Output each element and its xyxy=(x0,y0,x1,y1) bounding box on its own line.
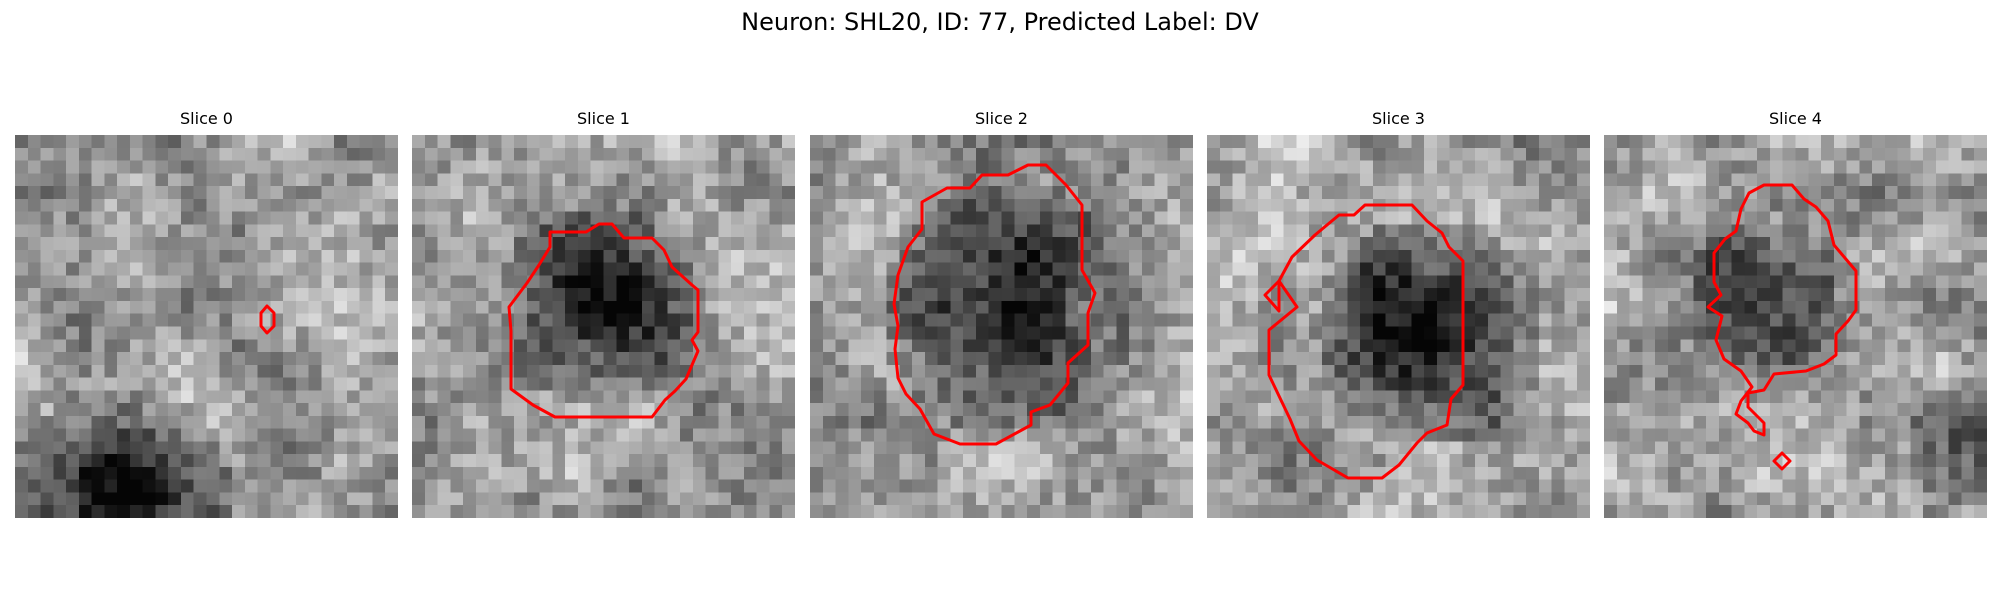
slice-title: Slice 2 xyxy=(975,109,1028,128)
grayscale-slice xyxy=(1604,135,1987,518)
grayscale-slice xyxy=(412,135,795,518)
slice-title: Slice 0 xyxy=(180,109,233,128)
grayscale-slice xyxy=(810,135,1193,518)
slice-panel-0: Slice 0 xyxy=(15,108,398,518)
slice-panel-2: Slice 2 xyxy=(810,108,1193,518)
slice-image xyxy=(810,135,1193,518)
slice-panel-4: Slice 4 xyxy=(1604,108,1987,518)
segmentation-contour xyxy=(259,304,276,335)
slice-title: Slice 4 xyxy=(1769,109,1822,128)
slice-title: Slice 3 xyxy=(1372,109,1425,128)
segmentation-contour xyxy=(507,222,700,419)
slice-panel-1: Slice 1 xyxy=(412,108,795,518)
grayscale-slice xyxy=(15,135,398,518)
slice-image xyxy=(15,135,398,518)
segmentation-contour xyxy=(892,163,1097,446)
slice-panel-3: Slice 3 xyxy=(1207,108,1590,518)
figure-title: Neuron: SHL20, ID: 77, Predicted Label: … xyxy=(741,8,1259,36)
slice-image xyxy=(1207,135,1590,518)
slice-image xyxy=(412,135,795,518)
segmentation-contour xyxy=(1706,183,1858,471)
segmentation-contour xyxy=(1263,203,1465,480)
slice-image xyxy=(1604,135,1987,518)
grayscale-slice xyxy=(1207,135,1590,518)
slice-title: Slice 1 xyxy=(577,109,630,128)
